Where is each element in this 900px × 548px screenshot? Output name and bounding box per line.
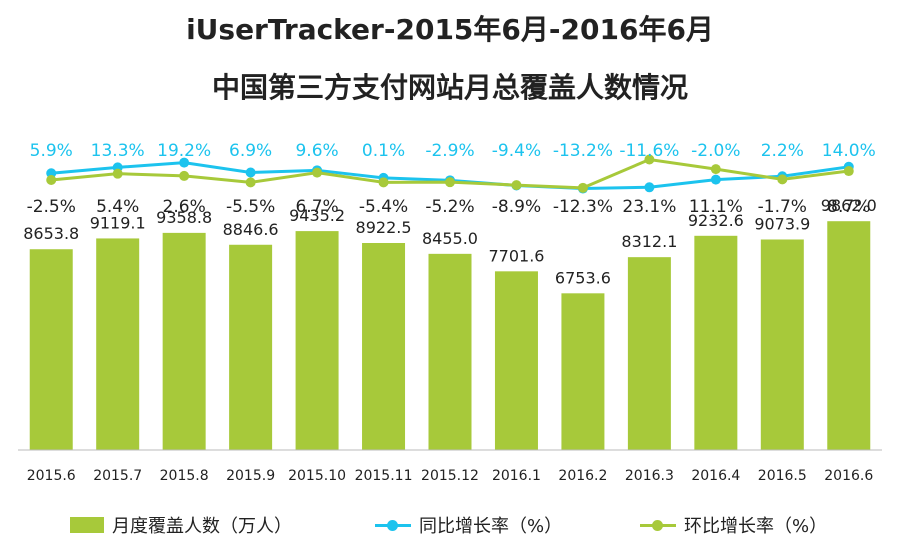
bar [29,249,73,450]
chart-title-line1: iUserTracker-2015年6月-2016年6月 [186,13,714,46]
x-tick-label: 2015.7 [93,468,142,484]
x-tick-label: 2016.3 [625,468,674,484]
mom-point [378,177,389,188]
x-tick-label: 2016.5 [758,468,807,484]
mom-value-label: -5.4% [359,197,408,217]
yoy-value-label: 19.2% [157,141,211,161]
yoy-value-label: 13.3% [91,141,145,161]
bar-value-label: 6753.6 [555,268,611,287]
bar [494,271,538,450]
bar [229,244,273,450]
bar-value-label: 8846.6 [223,220,279,239]
yoy-point [644,182,655,193]
legend-item-yoy: 同比增长率（%） [375,510,562,540]
x-tick-label: 2015.6 [27,468,76,484]
mom-point [245,177,256,188]
x-tick-label: 2016.2 [558,468,607,484]
mom-value-label: -5.2% [425,197,474,217]
mom-point [843,166,854,177]
legend-label-yoy: 同比增长率（%） [419,516,563,537]
bar-value-label: 9232.6 [688,211,744,230]
mom-point [511,180,522,191]
legend-label-mom: 环比增长率（%） [684,516,828,537]
mom-value-label: 11.1% [689,197,743,217]
x-tick-label: 2015.8 [160,468,209,484]
mom-point [179,170,190,181]
yoy-value-label: -2.9% [425,141,474,161]
legend-swatch-mom [640,517,676,533]
bar [760,239,804,450]
yoy-value-label: 9.6% [295,141,338,161]
mom-point [312,167,323,178]
yoy-value-label: -11.6% [619,141,679,161]
mom-value-label: -5.5% [226,197,275,217]
chart-title-line2: 中国第三方支付网站月总覆盖人数情况 [211,71,688,104]
yoy-value-label: 6.9% [229,141,272,161]
legend-item-bars: 月度覆盖人数（万人） [70,510,292,540]
yoy-point [179,157,190,168]
mom-point [577,182,588,193]
bar [162,232,206,450]
combo-chart: 8653.8 2015.6 9119.1 2015.7 9358.8 2015.8 8846… [18,141,882,484]
bar-value-label: 9119.1 [90,213,146,232]
yoy-value-label: 2.2% [761,141,804,161]
x-tick-label: 2016.1 [492,468,541,484]
x-tick-label: 2016.4 [691,468,740,484]
bar-value-label: 8312.1 [621,232,677,251]
legend-label-bars: 月度覆盖人数（万人） [112,516,292,537]
yoy-value-label: 14.0% [822,141,876,161]
bar-value-label: 8922.5 [356,218,412,237]
x-tick-label: 2016.6 [824,468,873,484]
mom-value-label: 6.7% [295,197,338,217]
mom-value-label: -2.5% [27,197,76,217]
bar [561,293,605,450]
bar-value-label: 8653.8 [23,224,79,243]
x-tick-label: 2015.10 [288,468,346,484]
mom-value-label: -8.9% [492,197,541,217]
legend: 月度覆盖人数（万人） 同比增长率（%） 环比增长率（%） [0,510,900,540]
bar [827,221,871,450]
mom-point [445,177,455,188]
yoy-point [245,167,256,178]
mom-value-label: -1.7% [758,197,807,217]
bar [428,253,472,450]
bar-value-label: 7701.6 [488,246,544,265]
mom-point [46,175,57,185]
x-tick-label: 2015.11 [355,468,413,484]
mom-value-label: 2.6% [163,197,206,217]
yoy-value-label: -13.2% [553,141,613,161]
yoy-value-label: -2.0% [691,141,740,161]
mom-value-label: 23.1% [622,197,676,217]
bar-value-label: 9435.2 [289,206,345,225]
mom-point [112,168,123,179]
mom-value-label: 5.4% [96,197,139,217]
legend-item-mom: 环比增长率（%） [640,510,827,540]
yoy-value-label: 5.9% [30,141,73,161]
yoy-value-label: -9.4% [492,141,541,161]
mom-value-label: -12.3% [553,197,613,217]
bar-value-label: 8455.0 [422,229,478,248]
bar-value-label: 9862.0 [821,196,877,215]
mom-value-label: 8.7% [827,197,870,217]
mom-point [710,164,721,175]
bar-value-label: 9358.8 [156,208,212,227]
bar-value-label: 9073.9 [754,214,810,233]
legend-swatch-bars [70,517,104,533]
mom-point [644,154,655,165]
legend-swatch-yoy [375,517,411,533]
bar [96,238,140,450]
bar [627,257,671,450]
yoy-value-label: 0.1% [362,141,405,161]
x-tick-label: 2015.12 [421,468,479,484]
bar [295,231,339,450]
bar [694,235,738,450]
x-tick-label: 2015.9 [226,468,275,484]
bar [362,242,406,450]
yoy-point [710,174,721,185]
mom-point [777,174,788,185]
